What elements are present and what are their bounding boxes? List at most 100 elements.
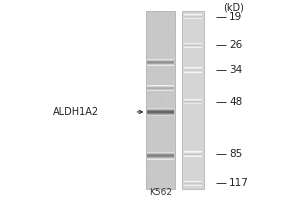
- Bar: [148, 84, 150, 94]
- Bar: [147, 113, 173, 114]
- Text: 26: 26: [229, 40, 242, 50]
- Bar: [184, 14, 202, 15]
- Bar: [149, 114, 151, 124]
- Text: 48: 48: [229, 97, 242, 107]
- Bar: [184, 155, 202, 156]
- Bar: [147, 90, 173, 91]
- Text: 19: 19: [229, 12, 242, 22]
- Bar: [147, 108, 173, 109]
- Bar: [147, 158, 173, 159]
- Bar: [147, 85, 173, 86]
- Bar: [184, 45, 202, 46]
- Bar: [171, 142, 172, 149]
- Bar: [160, 156, 161, 162]
- Bar: [153, 83, 154, 87]
- Bar: [147, 114, 173, 115]
- Bar: [184, 151, 202, 152]
- Bar: [172, 158, 173, 164]
- Bar: [161, 97, 162, 107]
- Bar: [147, 156, 173, 157]
- Bar: [184, 183, 202, 184]
- Bar: [184, 102, 202, 103]
- Bar: [150, 45, 151, 52]
- Text: K562: K562: [149, 188, 172, 197]
- Bar: [184, 101, 202, 102]
- Bar: [184, 154, 202, 155]
- Bar: [160, 168, 161, 176]
- Bar: [184, 183, 202, 184]
- Bar: [168, 22, 169, 25]
- Bar: [184, 70, 202, 71]
- Bar: [147, 157, 173, 158]
- Bar: [184, 69, 202, 70]
- Bar: [184, 152, 202, 153]
- Bar: [184, 16, 202, 17]
- Bar: [184, 16, 202, 17]
- Bar: [184, 181, 202, 182]
- Bar: [147, 114, 173, 115]
- Bar: [184, 153, 202, 154]
- Bar: [147, 87, 173, 88]
- Bar: [184, 15, 202, 16]
- Bar: [147, 59, 173, 60]
- Text: (kD): (kD): [223, 3, 244, 13]
- Bar: [147, 88, 173, 89]
- Bar: [184, 102, 202, 103]
- Bar: [147, 60, 173, 61]
- Bar: [169, 48, 170, 54]
- Bar: [184, 47, 202, 48]
- Bar: [147, 62, 173, 63]
- Bar: [147, 64, 173, 65]
- Bar: [147, 89, 173, 90]
- Bar: [184, 71, 202, 72]
- Bar: [149, 178, 150, 184]
- Bar: [184, 184, 202, 185]
- Bar: [147, 65, 173, 66]
- Bar: [166, 104, 167, 115]
- Bar: [153, 95, 154, 102]
- Bar: [147, 154, 173, 155]
- Bar: [147, 111, 173, 112]
- Bar: [184, 16, 202, 17]
- Bar: [184, 17, 202, 18]
- Bar: [147, 86, 173, 87]
- Bar: [184, 156, 202, 157]
- Bar: [184, 69, 202, 70]
- Bar: [184, 18, 202, 19]
- Bar: [184, 181, 202, 182]
- Bar: [147, 110, 173, 111]
- Bar: [184, 185, 202, 186]
- Bar: [162, 154, 163, 157]
- Bar: [152, 108, 153, 115]
- Bar: [184, 44, 202, 45]
- Bar: [147, 85, 173, 86]
- Bar: [184, 152, 202, 153]
- Bar: [184, 45, 202, 46]
- Bar: [147, 60, 173, 61]
- Bar: [147, 88, 173, 89]
- Bar: [147, 115, 173, 116]
- Bar: [147, 87, 173, 88]
- Bar: [184, 184, 202, 185]
- Text: ALDH1A2: ALDH1A2: [53, 107, 99, 117]
- Bar: [147, 155, 173, 156]
- Bar: [147, 90, 173, 91]
- Bar: [165, 42, 166, 48]
- Bar: [184, 68, 202, 69]
- Bar: [184, 101, 202, 102]
- Text: 85: 85: [229, 149, 242, 159]
- Bar: [147, 89, 173, 90]
- Bar: [151, 86, 152, 96]
- Bar: [169, 157, 170, 163]
- Bar: [147, 61, 173, 62]
- Bar: [184, 44, 202, 45]
- Bar: [147, 153, 173, 154]
- Bar: [184, 68, 202, 69]
- Bar: [184, 15, 202, 16]
- Bar: [184, 99, 202, 100]
- Bar: [147, 110, 173, 111]
- Bar: [184, 47, 202, 48]
- Bar: [147, 65, 173, 66]
- Bar: [184, 152, 202, 153]
- Bar: [184, 46, 202, 47]
